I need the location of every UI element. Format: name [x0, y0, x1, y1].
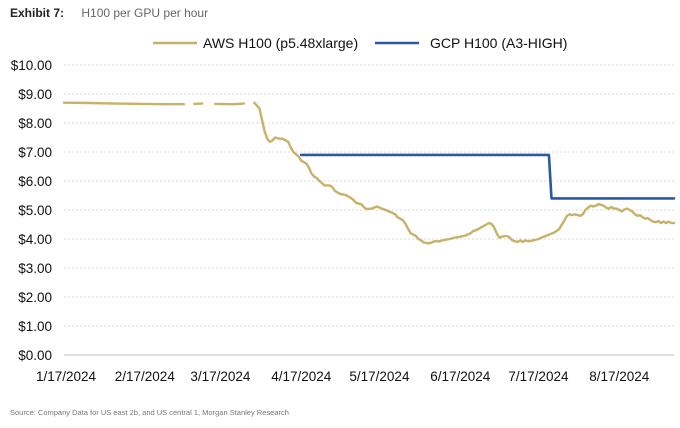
x-tick-label: 6/17/2024 [430, 369, 491, 384]
gridlines [64, 64, 674, 356]
x-tick-label: 1/17/2024 [36, 369, 97, 384]
gcp-h100-line [299, 153, 676, 200]
y-tick-label: $8.00 [18, 116, 52, 131]
y-tick-label: $4.00 [18, 232, 52, 247]
aws-h100-line [253, 101, 676, 245]
x-tick-label: 5/17/2024 [349, 369, 410, 384]
exhibit-title: H100 per GPU per hour [81, 6, 209, 20]
x-tick-label: 7/17/2024 [508, 369, 569, 384]
y-axis-labels: $0.00 $1.00 $2.00 $3.00 $4.00 $5.00 $6.00 $7.00… [11, 58, 52, 363]
source-note: Source: Company Data for US east 2b, and… [10, 408, 289, 417]
x-axis-labels: 1/17/2024 2/17/2024 3/17/2024 4/17/2024 5/17… [36, 369, 650, 384]
x-tick-label: 2/17/2024 [115, 369, 176, 384]
y-tick-label: $1.00 [18, 319, 52, 334]
x-tick-label: 8/17/2024 [589, 369, 650, 384]
legend: AWS H100 (p5.48xlarge) GCP H100 (A3-HIGH) [153, 35, 567, 51]
y-tick-label: $3.00 [18, 261, 52, 276]
y-tick-label: $2.00 [18, 290, 52, 305]
legend-label: GCP H100 (A3-HIGH) [430, 35, 567, 51]
x-tick-label: 3/17/2024 [190, 369, 251, 384]
exhibit-number: Exhibit 7: [10, 6, 65, 20]
y-tick-label: $10.00 [11, 58, 52, 73]
y-tick-label: $6.00 [18, 174, 52, 189]
aws-h100-line [62, 101, 186, 106]
y-tick-label: $0.00 [18, 348, 52, 363]
y-tick-label: $9.00 [18, 87, 52, 102]
y-tick-label: $7.00 [18, 145, 52, 160]
aws-h100-line [214, 102, 246, 106]
line-chart: $0.00 $1.00 $2.00 $3.00 $4.00 $5.00 $6.00 $7.00… [11, 35, 676, 384]
series-lines [62, 101, 676, 245]
y-tick-label: $5.00 [18, 203, 52, 218]
legend-label: AWS H100 (p5.48xlarge) [203, 35, 358, 51]
x-tick-label: 4/17/2024 [271, 369, 332, 384]
exhibit-header: Exhibit 7: H100 per GPU per hour [10, 6, 208, 20]
